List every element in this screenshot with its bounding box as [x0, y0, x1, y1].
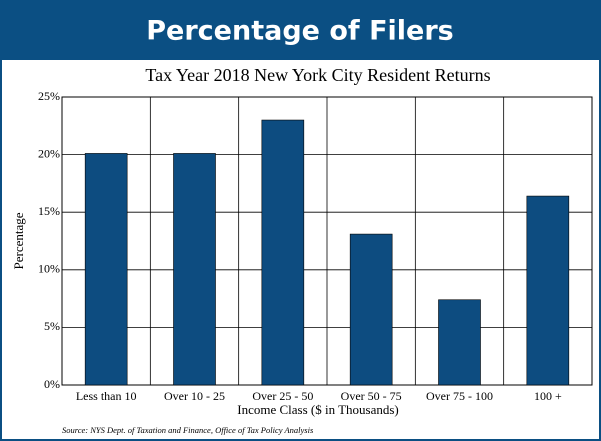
y-tick-label: 0%	[44, 377, 60, 391]
chart-title: Tax Year 2018 New York City Resident Ret…	[145, 65, 490, 85]
y-tick-label: 10%	[38, 262, 60, 276]
y-tick-label: 25%	[38, 89, 60, 103]
x-axis-label: Income Class ($ in Thousands)	[237, 402, 399, 417]
bar	[526, 195, 570, 386]
header-title: Percentage of Filers	[146, 16, 453, 47]
y-tick-label: 20%	[38, 146, 60, 160]
plot-border	[61, 96, 593, 386]
bar	[173, 153, 216, 386]
bar	[349, 233, 393, 386]
bar	[84, 153, 128, 386]
x-tick-label: Over 50 - 75	[341, 389, 402, 403]
header-band	[0, 0, 601, 60]
y-tick-label: 5%	[44, 319, 60, 333]
x-tick-label: Over 25 - 50	[252, 389, 313, 403]
x-tick-label: Less than 10	[76, 389, 137, 403]
x-tick-label: Over 10 - 25	[164, 389, 225, 403]
bar	[438, 299, 481, 386]
y-axis-label: Percentage	[11, 212, 26, 269]
y-tick-label: 15%	[38, 204, 60, 218]
bar	[261, 119, 305, 386]
x-tick-label: Over 75 - 100	[426, 389, 493, 403]
source-note: Source: NYS Dept. of Taxation and Financ…	[62, 425, 314, 435]
x-tick-label: 100 +	[534, 389, 562, 403]
